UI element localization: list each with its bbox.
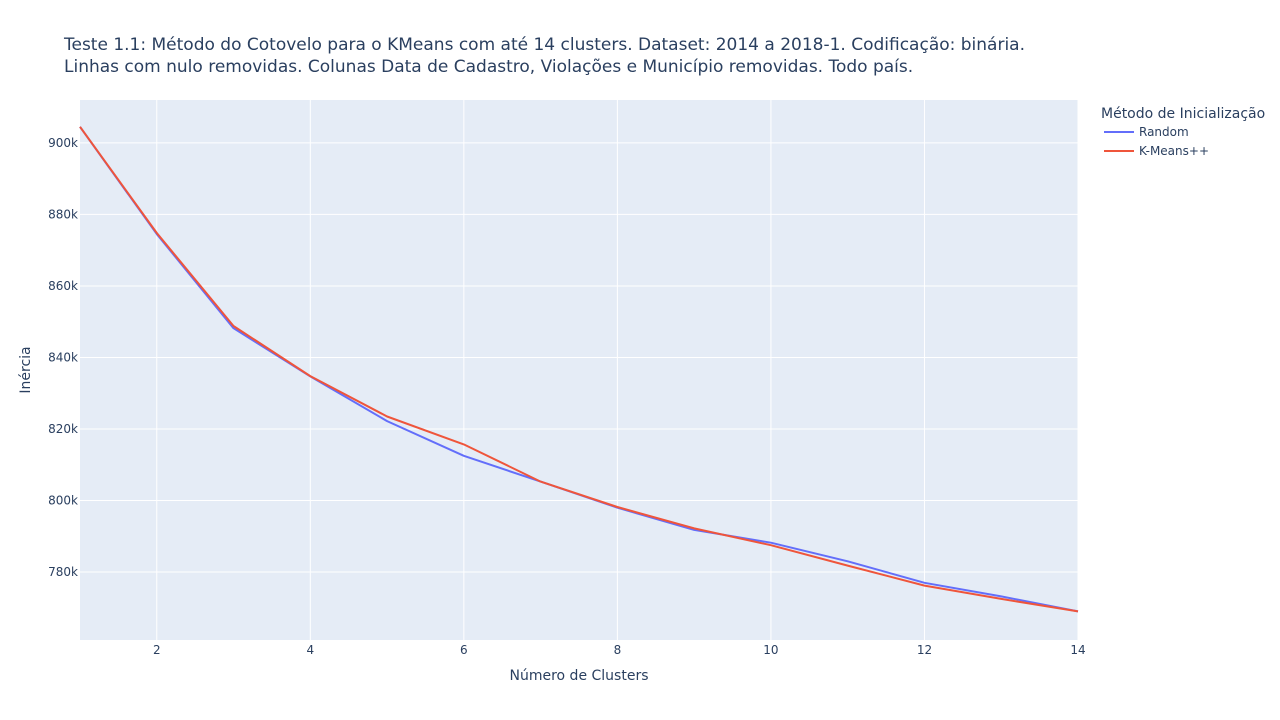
y-tick-label: 780k (48, 565, 78, 579)
y-tick-label: 800k (48, 494, 78, 508)
x-tick-label: 14 (1070, 643, 1085, 657)
legend-title: Método de Inicialização (1101, 106, 1265, 122)
x-tick-label: 10 (763, 643, 778, 657)
legend-label: Random (1139, 125, 1189, 139)
series-layer (79, 126, 1079, 613)
y-tick-label: 820k (48, 422, 78, 436)
legend-item[interactable]: K-Means++ (1104, 144, 1209, 158)
y-tick-label: 880k (48, 207, 78, 221)
y-axis-title: Inércia (18, 346, 34, 393)
y-gridlines (80, 142, 1078, 573)
y-tick-label: 860k (48, 279, 78, 293)
y-tick-label: 900k (48, 136, 78, 150)
y-tick-label: 840k (48, 350, 78, 364)
series-line-k-means-[interactable] (79, 126, 1079, 613)
legend-item[interactable]: Random (1104, 125, 1189, 139)
legend-items: Random K-Means++ (1104, 125, 1209, 158)
x-axis-title: Número de Clusters (510, 668, 649, 684)
chart-title-line-2: Linhas com nulo removidas. Colunas Data … (64, 57, 914, 77)
x-tick-label: 12 (917, 643, 932, 657)
legend[interactable]: Método de Inicialização Random K-Means++ (1101, 106, 1265, 158)
x-gridlines (156, 100, 1079, 640)
legend-label: K-Means++ (1139, 144, 1209, 158)
x-tick-label: 2 (153, 643, 161, 657)
x-tick-label: 4 (306, 643, 314, 657)
x-tick-label: 8 (614, 643, 622, 657)
chart-title-line-1: Teste 1.1: Método do Cotovelo para o KMe… (64, 35, 1026, 55)
x-tick-label: 6 (460, 643, 468, 657)
plot-area (80, 100, 1078, 640)
x-tick-labels: 2 4 6 8 10 12 14 (153, 643, 1086, 657)
y-tick-labels: 780k 800k 820k 840k 860k 880k 900k (48, 136, 78, 579)
